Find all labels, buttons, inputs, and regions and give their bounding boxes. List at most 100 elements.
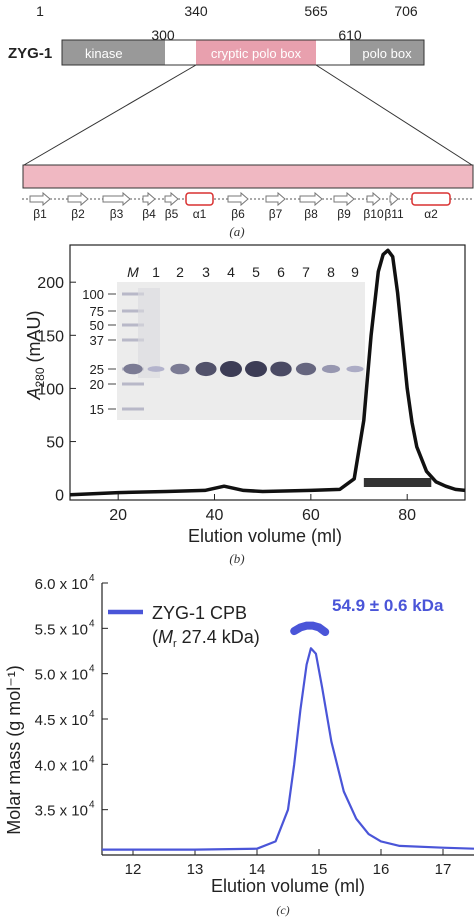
chart-c-ytick-exponent: 4 — [89, 664, 95, 675]
beta-strand-arrow — [142, 191, 156, 207]
domain-linker-2 — [316, 40, 350, 65]
gel-band — [295, 362, 317, 376]
position-label-610: 610 — [338, 27, 362, 43]
chart-c-xtick-label: 17 — [435, 861, 452, 878]
chart-c-legend-rest: 27.4 kDa) — [177, 627, 260, 647]
cpb-zoom-bar — [22, 164, 474, 189]
gel-marker-label: 25 — [90, 362, 104, 377]
beta-strand-arrow — [366, 191, 381, 207]
gel-band — [245, 361, 267, 377]
zoom-line-left — [23, 64, 197, 166]
chart-b-ytick-label: 150 — [37, 328, 64, 345]
chart-c-xlabel: Elution volume (ml) — [211, 876, 365, 896]
gel-band — [123, 363, 143, 375]
gel-lane-label: 7 — [302, 264, 310, 280]
position-label-565: 565 — [304, 3, 328, 19]
chart-b-fraction-bar — [363, 478, 432, 487]
gel-marker-label: 37 — [90, 333, 104, 348]
chart-c-ytick-label: 6.0 x 10 — [35, 576, 88, 593]
protein-label: ZYG-1 — [8, 45, 52, 62]
chart-b-xlabel: Elution volume (ml) — [188, 526, 342, 546]
panel-a: ZYG-1 1 300 340 565 610 706 kinase crypt… — [8, 3, 474, 239]
chart-c-ytick-exponent: 4 — [89, 800, 95, 811]
chart-c-xtick-label: 15 — [311, 861, 328, 878]
ss-label: β7 — [269, 207, 283, 221]
domain-label-polo-box: polo box — [362, 46, 412, 61]
ss-label: β10 — [363, 207, 384, 221]
domain-label-cryptic-polo-box: cryptic polo box — [211, 46, 302, 61]
domain-label-kinase: kinase — [85, 46, 123, 61]
domain-cryptic-polo-box — [196, 40, 316, 65]
domain-bar-outline — [61, 39, 425, 66]
chart-c-xtick-label: 13 — [187, 861, 204, 878]
beta-strand-arrow — [265, 191, 286, 207]
chart-b-ytick-label: 50 — [46, 435, 64, 452]
chart-b-ytick-label: 0 — [55, 488, 64, 505]
ss-label: β6 — [231, 207, 245, 221]
beta-strand-arrow — [299, 191, 323, 207]
chart-c-ylabel: Molar mass (g mol⁻¹) — [4, 665, 24, 835]
chart-b-frame — [69, 244, 466, 501]
gel-lane-label: 1 — [152, 264, 160, 280]
chart-c-ytick-exponent: 4 — [89, 618, 95, 629]
beta-strand-arrow — [333, 191, 355, 207]
gel-marker-label: 75 — [90, 304, 104, 319]
gel-band — [147, 366, 165, 372]
ss-label: β2 — [71, 207, 85, 221]
domain-bar: kinase cryptic polo box polo box — [61, 39, 425, 66]
chart-b-series-a280 — [69, 248, 466, 497]
chart-c-ytick-label: 4.0 x 10 — [35, 757, 88, 774]
gel-lane-label: 8 — [327, 264, 335, 280]
domain-linker-1 — [165, 40, 196, 65]
beta-strand-arrow — [389, 191, 399, 207]
caption-b: (b) — [229, 551, 244, 566]
gel-band — [195, 361, 217, 377]
chart-c-xtick-label: 14 — [249, 861, 266, 878]
chart-c-legend-r: r — [173, 638, 177, 650]
chart-c-ytick-exponent: 4 — [89, 709, 95, 720]
secondary-structure-elements: β1 β2 β3 β4 β5 α1 β6 β7 β8 β9 β10 β11 α2 — [29, 191, 451, 221]
beta-strand-arrow — [227, 191, 249, 207]
chart-c-ytick-exponent: 4 — [89, 573, 95, 584]
caption-c: (c) — [276, 903, 289, 917]
gel-band — [170, 363, 190, 375]
chart-b-ytick-label: 100 — [37, 381, 64, 398]
gel-marker-band — [122, 382, 144, 386]
gel-marker-label: 100 — [82, 287, 104, 302]
domain-kinase — [62, 40, 165, 65]
chart-c-mass-annotation: 54.9 ± 0.6 kDa — [332, 596, 444, 615]
zoom-line-right — [315, 64, 473, 166]
chart-b-xtick-label: 40 — [206, 507, 224, 524]
chart-c-ytick-label: 5.5 x 10 — [35, 621, 88, 638]
chart-b-ylabel-main: A — [24, 388, 44, 401]
gel-lane-smear — [138, 288, 160, 378]
chart-c-legend-mr: (Mr 27.4 kDa) — [152, 627, 260, 650]
gel-marker-band — [122, 323, 144, 327]
chart-c-series-molar-mass — [290, 621, 330, 636]
gel-marker-label: 50 — [90, 318, 104, 333]
gel-marker-band — [122, 309, 144, 313]
ss-label: β9 — [337, 207, 351, 221]
chart-b-ylabel-unit: (mAU) — [24, 310, 44, 367]
panel-c: 12 13 14 15 16 173.5 x 10 44.0 x 10 44.5 x 10 45… — [4, 573, 474, 917]
gel-lane-label: 2 — [176, 264, 184, 280]
domain-polo-box — [350, 40, 424, 65]
gel-lane-label: 4 — [227, 264, 235, 280]
chart-b-xtick-label: 80 — [398, 507, 416, 524]
ss-label: β1 — [33, 207, 47, 221]
chart-c-series-uv-trace — [102, 647, 474, 851]
gel-lane-label: 6 — [277, 264, 285, 280]
position-label-300: 300 — [151, 27, 175, 43]
alpha-helix-rect — [411, 192, 451, 206]
chart-c-axes: 12 13 14 15 16 173.5 x 10 44.0 x 10 44.5 x 10 45… — [35, 573, 474, 878]
chart-b-xtick-label: 20 — [109, 507, 127, 524]
position-label-706: 706 — [394, 3, 418, 19]
chart-c-xtick-label: 12 — [125, 861, 142, 878]
chart-c-ytick-exponent: 4 — [89, 754, 95, 765]
ss-label: β8 — [304, 207, 318, 221]
alpha-helix-rect — [185, 192, 214, 206]
